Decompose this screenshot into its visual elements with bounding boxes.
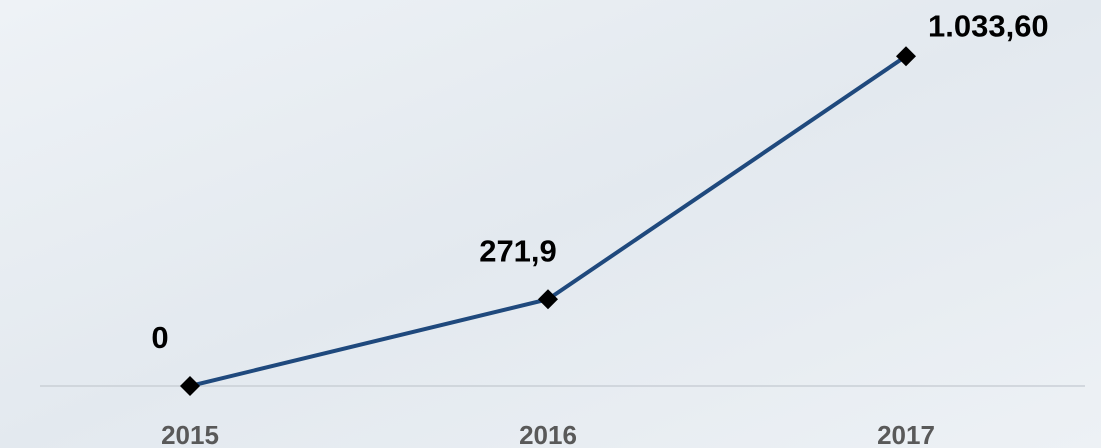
value-label: 1.033,60 [928,8,1049,43]
marker [180,376,200,396]
marker [538,289,558,310]
marker [896,46,916,67]
x-tick-label: 2016 [519,420,577,448]
value-label: 271,9 [479,233,557,268]
x-tick-label: 2017 [877,420,935,448]
value-label: 0 [151,320,168,355]
x-tick-label: 2015 [161,420,219,448]
